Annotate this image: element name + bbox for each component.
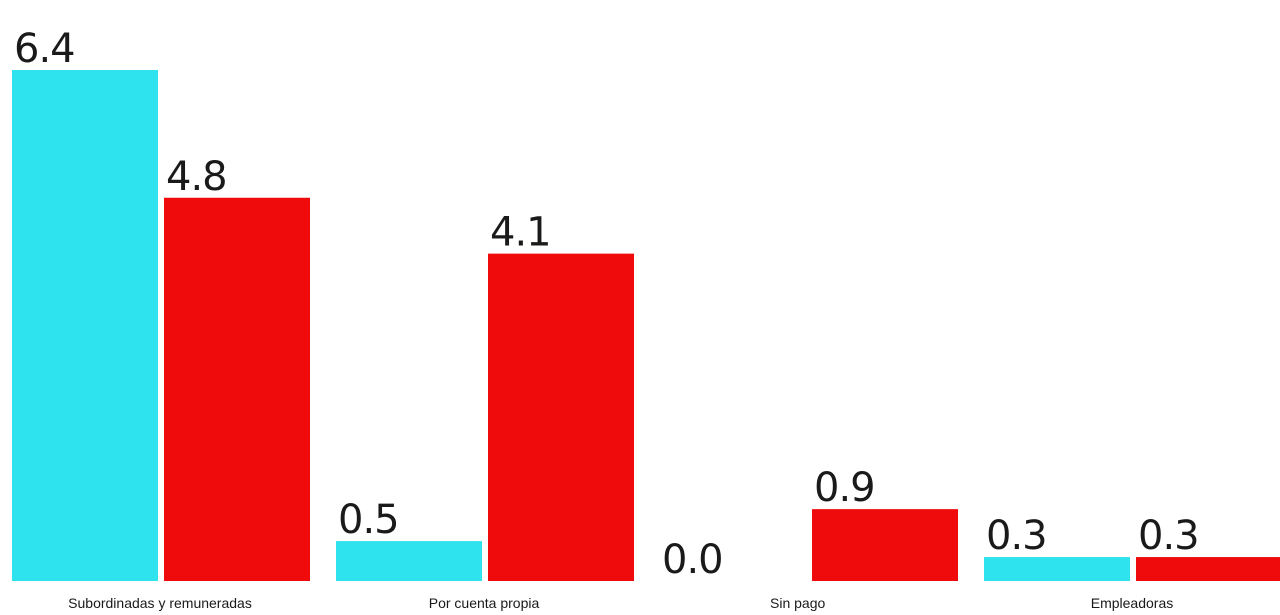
bar-red-3 [1136,557,1280,581]
category-label-3: Empleadoras [1091,595,1174,611]
category-label-2: Sin pago [770,595,825,611]
value-label-0-1: 0.5 [338,497,399,543]
value-label-0-2: 0.0 [662,537,723,583]
bar-cyan-3 [984,557,1130,581]
bar-red-2 [812,509,958,581]
value-label-1-2: 0.9 [814,465,875,511]
value-label-0-0: 6.4 [14,26,75,72]
bar-red-0 [164,197,310,581]
value-labels-layer: 6.4 4.8 0.5 4.1 0.0 0.9 0.3 0.3 [14,26,1200,583]
bar-red-1 [488,253,634,581]
value-label-1-0: 4.8 [166,154,227,200]
category-label-0: Subordinadas y remuneradas [68,595,252,611]
bars-layer [12,70,1280,581]
category-labels-layer: Subordinadas y remuneradas Por cuenta pro… [68,595,1173,611]
value-label-1-3: 0.3 [1138,513,1199,559]
value-label-0-3: 0.3 [986,513,1047,559]
bar-cyan-1 [336,541,482,581]
value-label-1-1: 4.1 [490,210,551,256]
bar-cyan-0 [12,70,158,581]
category-label-1: Por cuenta propia [429,595,540,611]
